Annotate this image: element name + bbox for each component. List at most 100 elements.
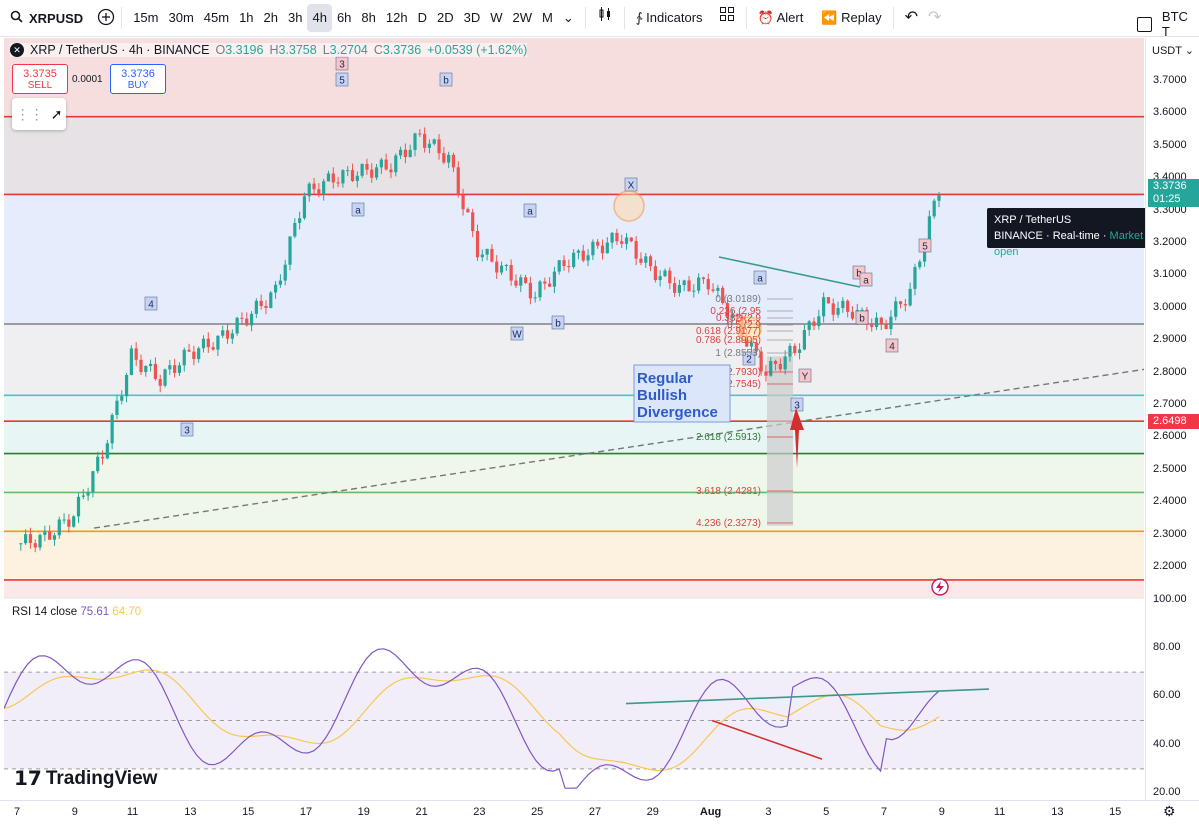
candle-body [312, 183, 316, 190]
candle-body [836, 308, 840, 315]
rsi-value: 75.61 [80, 606, 110, 618]
wave-label: b [551, 315, 565, 330]
candle-body [523, 277, 528, 283]
candle-body [773, 361, 778, 364]
buy-button[interactable]: 3.3736 BUY [110, 64, 166, 94]
interval-4h[interactable]: 4h [307, 4, 332, 32]
candle-body [120, 396, 124, 401]
interval-3d[interactable]: 3D [463, 10, 481, 25]
redo-icon[interactable]: ↷ [928, 9, 942, 26]
candle-body [341, 170, 345, 184]
candle-body [442, 153, 446, 163]
candle-body [432, 139, 436, 144]
replay-button[interactable]: ⏪ Replay [816, 4, 886, 32]
interval-w[interactable]: W [490, 10, 503, 25]
alert-label: Alert [776, 10, 804, 25]
interval-12h[interactable]: 12h [385, 10, 408, 25]
buy-label: BUY [127, 80, 149, 91]
candle-body [57, 519, 61, 536]
cursor-icon[interactable]: ➚ [50, 105, 63, 122]
interval-8h[interactable]: 8h [361, 10, 376, 25]
wave-label-box [335, 56, 349, 71]
tooltip-exchange: BINANCE [994, 230, 1043, 242]
candle-body [394, 155, 398, 173]
candle-type-icon[interactable] [592, 4, 618, 32]
candle-body [538, 281, 542, 298]
interval-3h[interactable]: 3h [288, 10, 303, 25]
price-tick: 3.2000 [1153, 236, 1187, 248]
price-tick: 2.9000 [1153, 333, 1187, 346]
wave-label-box [351, 202, 365, 217]
settings-gear-icon[interactable]: ⚙ [1163, 803, 1176, 819]
sell-button[interactable]: 3.3735 SELL [12, 64, 68, 94]
candle-body [331, 173, 335, 183]
wave-label-text: b [443, 76, 449, 87]
wave-label-text: a [527, 207, 533, 218]
price-scale[interactable]: USDT ⌄ 3.7000 3.6000 3.5000 3.4000 3.3000 3.2… [1145, 38, 1199, 800]
alert-button[interactable]: ⏰ Alert [753, 4, 809, 32]
rsi-legend: RSI 14 close 75.61 64.70 [12, 606, 141, 618]
rsi-tick: 100.00 [1153, 592, 1187, 605]
candle-body [514, 280, 518, 286]
time-label: 7 [13, 806, 21, 818]
bullish-arrow [790, 408, 804, 468]
candle-body [672, 283, 677, 293]
candle-body [913, 267, 917, 289]
wave-label-box [918, 238, 932, 253]
time-label: 21 [415, 806, 428, 818]
candle-body [235, 317, 239, 334]
candle-body [528, 282, 532, 299]
wave-label-text: 3 [184, 426, 190, 437]
fib-label: 0 (3.0189) [715, 294, 761, 305]
candle-body [471, 212, 475, 232]
candle-body [495, 261, 499, 273]
wave-label-box [551, 315, 565, 330]
candle-body [639, 258, 643, 263]
fib-label: 0.382 (2.9 [716, 313, 761, 324]
time-axis[interactable]: 7 9 11 13 15 17 19 21 23 25 27 29 Aug 3 5 7 9 11 13 15 ⚙ [0, 800, 1199, 827]
currency-selector[interactable]: USDT ⌄ [1152, 45, 1195, 57]
interval-m[interactable]: M [542, 10, 553, 25]
time-label: 27 [588, 806, 602, 818]
teal-zone [4, 395, 1144, 454]
fib-label: 0.786 (2.8905) [696, 335, 761, 346]
candle-body [898, 301, 903, 305]
candle-body [927, 216, 931, 246]
drag-handle-icon[interactable]: ⋮⋮ [15, 105, 44, 122]
price-tick: 3.5000 [1153, 138, 1187, 151]
candle-body [211, 347, 215, 350]
add-symbol-icon[interactable] [97, 8, 115, 29]
interval-2h[interactable]: 2h [263, 10, 279, 25]
interval-6h[interactable]: 6h [336, 10, 352, 25]
compare-symbol[interactable]: BTC T [1137, 9, 1199, 39]
candle-body [144, 365, 148, 373]
interval-dropdown-icon[interactable]: ⌄ [562, 10, 574, 25]
candle-countdown: 01:25 [1153, 193, 1181, 205]
candle-body [797, 349, 802, 353]
candle-body [918, 261, 922, 268]
candle-body [846, 300, 850, 312]
candle-body [418, 133, 422, 135]
interval-45m[interactable]: 45m [203, 10, 230, 25]
candle-body [307, 183, 311, 197]
candle-body [485, 248, 489, 255]
candle-body [259, 300, 263, 306]
layouts-icon[interactable] [714, 4, 740, 32]
compare-label: BTC T [1161, 9, 1188, 39]
candle-body [591, 241, 595, 256]
interval-15m[interactable]: 15m [133, 10, 159, 25]
candle-body [398, 149, 403, 156]
interval-2w[interactable]: 2W [512, 10, 533, 25]
wave-label-box [335, 72, 349, 87]
interval-30m[interactable]: 30m [168, 10, 194, 25]
symbol-search[interactable]: XRPUSD [0, 10, 83, 26]
wave-label-text: b [856, 269, 862, 280]
currency-label: USDT [1152, 45, 1182, 57]
undo-icon[interactable]: ↶ [904, 9, 919, 26]
divider [121, 7, 123, 29]
interval-d[interactable]: D [417, 10, 427, 25]
interval-1h[interactable]: 1h [239, 10, 254, 25]
interval-2d[interactable]: 2D [436, 10, 454, 25]
indicators-button[interactable]: ∱ Indicators [631, 4, 708, 32]
